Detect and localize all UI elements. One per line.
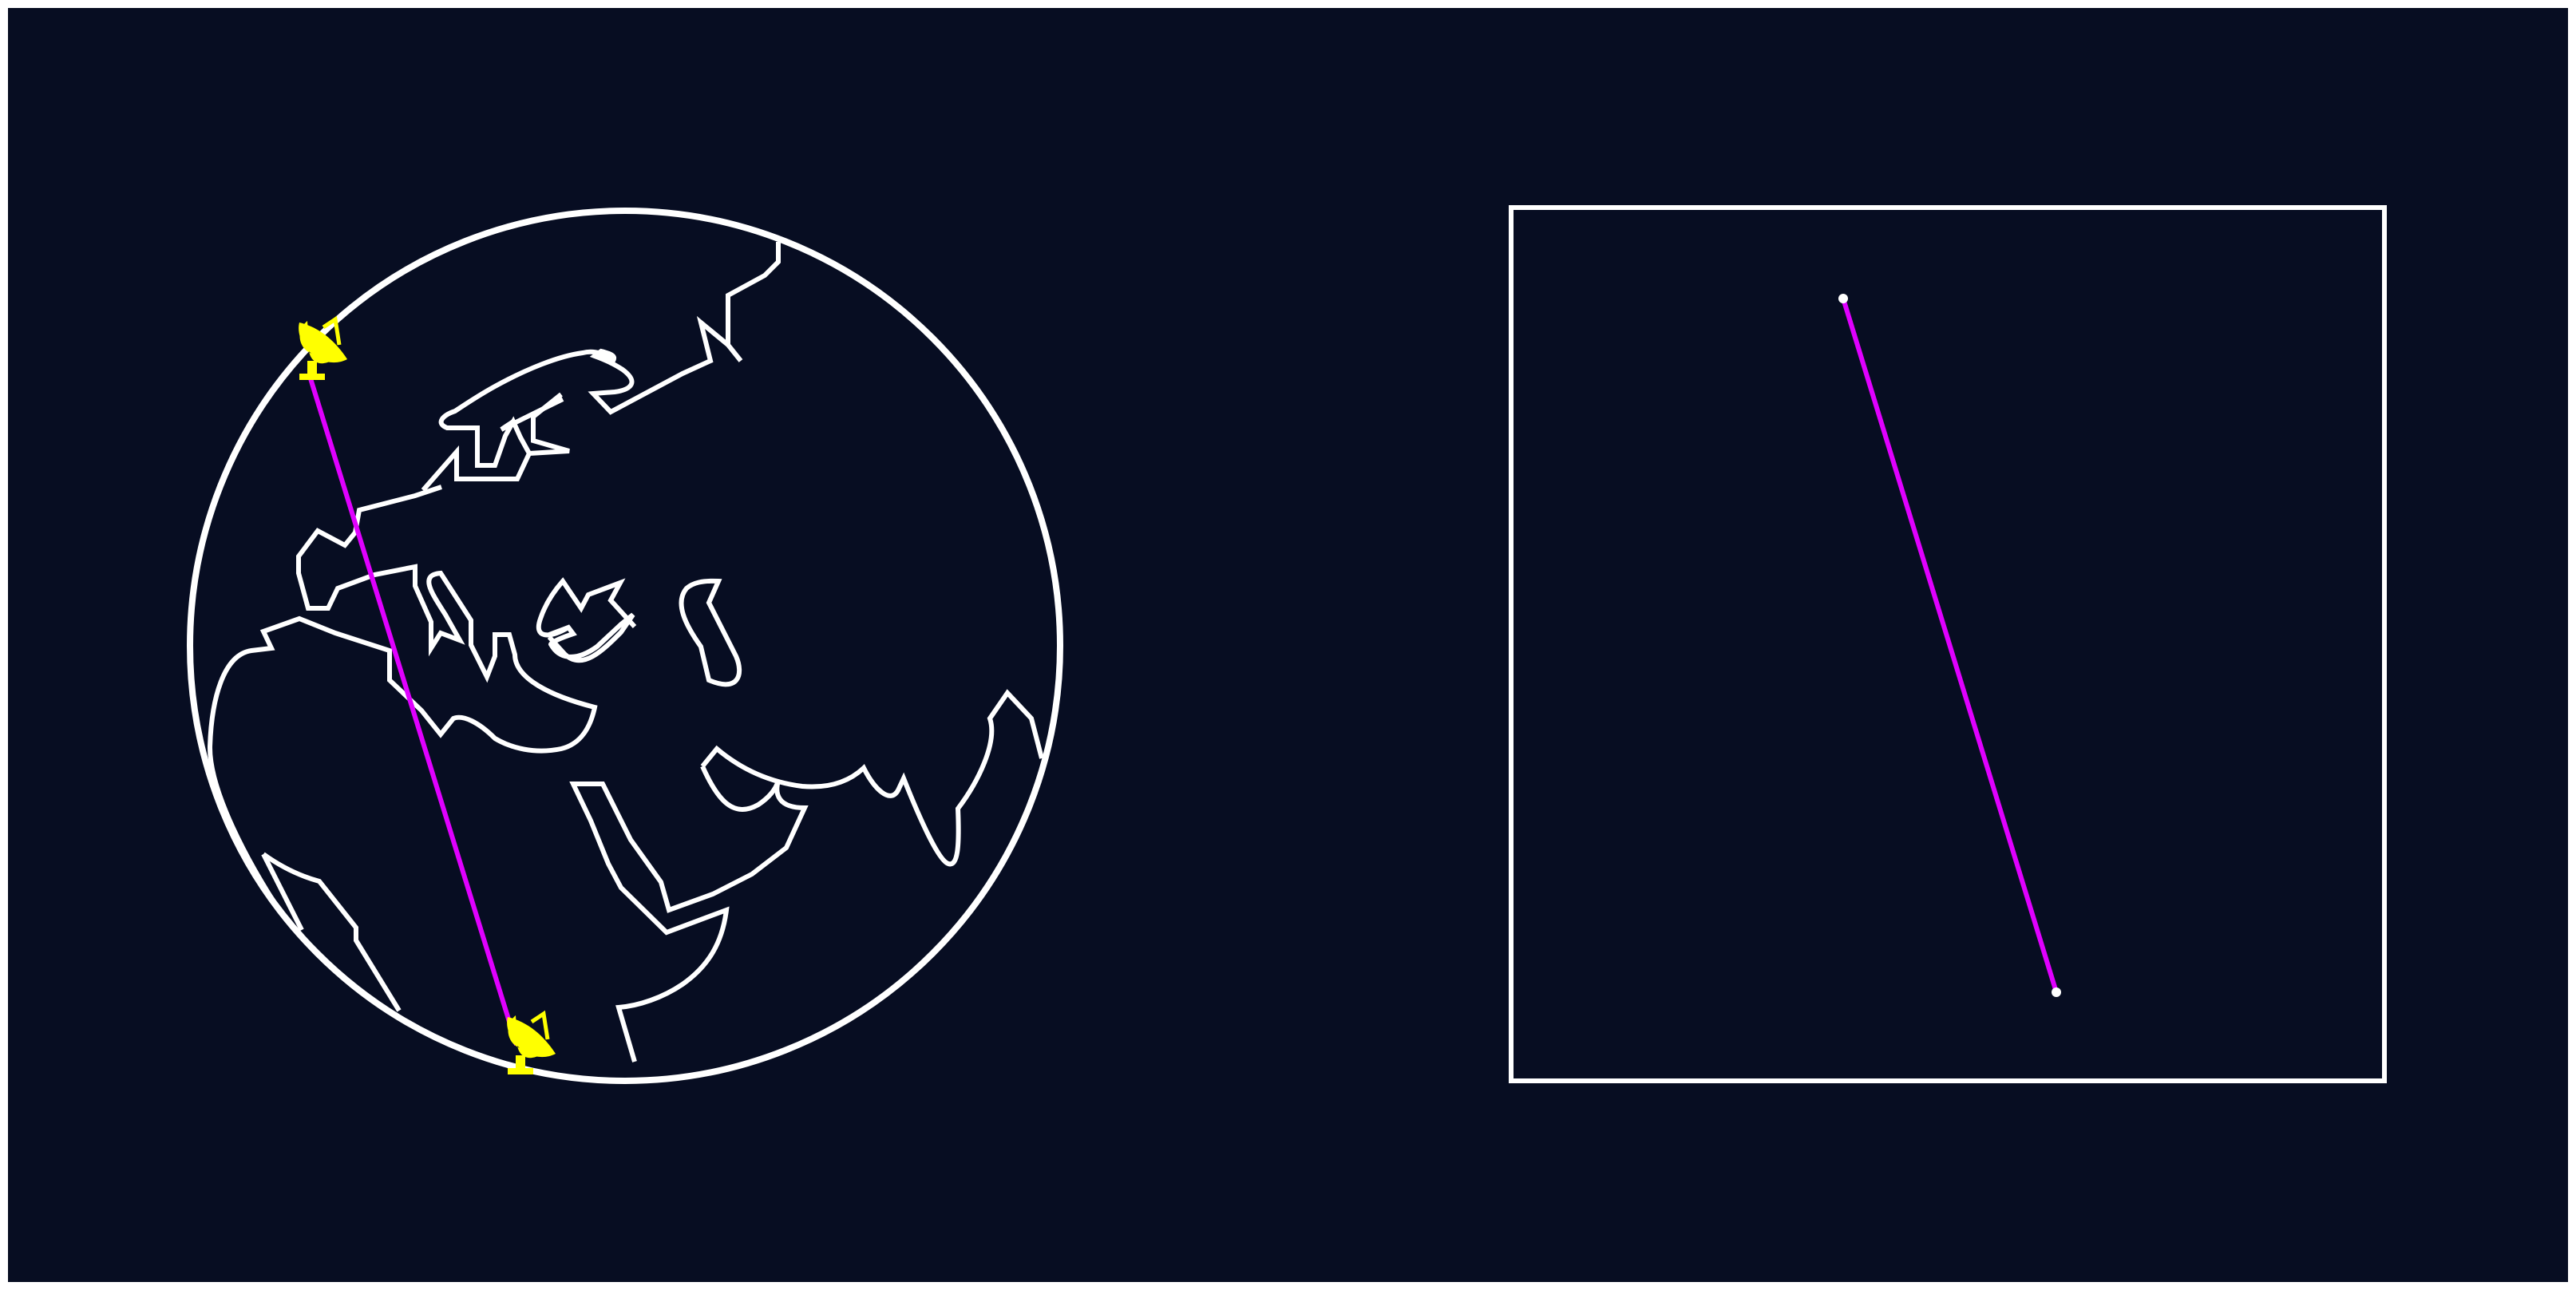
satellite-dish-icon bbox=[299, 315, 347, 380]
satellite-dish-icon bbox=[507, 1010, 556, 1074]
coast-north-asia bbox=[421, 242, 781, 492]
square-frame bbox=[1509, 205, 2387, 1083]
abstract-view bbox=[1509, 205, 2387, 1083]
continents bbox=[207, 242, 1044, 1062]
coast-africa-west bbox=[261, 853, 304, 932]
globe bbox=[187, 208, 1063, 1084]
coast-aral bbox=[679, 578, 742, 687]
coast-kamchatka bbox=[726, 343, 743, 362]
coast-caspian bbox=[547, 612, 635, 663]
globe-circle bbox=[187, 208, 1063, 1084]
signal-link-globe bbox=[307, 375, 519, 1046]
coast-black-sea bbox=[536, 577, 637, 638]
coast-india-indochina bbox=[569, 765, 809, 1062]
endpoint-top bbox=[1838, 294, 1848, 303]
signal-link-abstract bbox=[1841, 298, 2059, 993]
endpoint-bottom bbox=[2052, 987, 2061, 997]
coast-se-asia bbox=[700, 689, 1044, 867]
coast-gulf bbox=[500, 397, 564, 432]
coast-africa bbox=[262, 852, 402, 1012]
coast-europe-mediterranean bbox=[207, 485, 598, 916]
